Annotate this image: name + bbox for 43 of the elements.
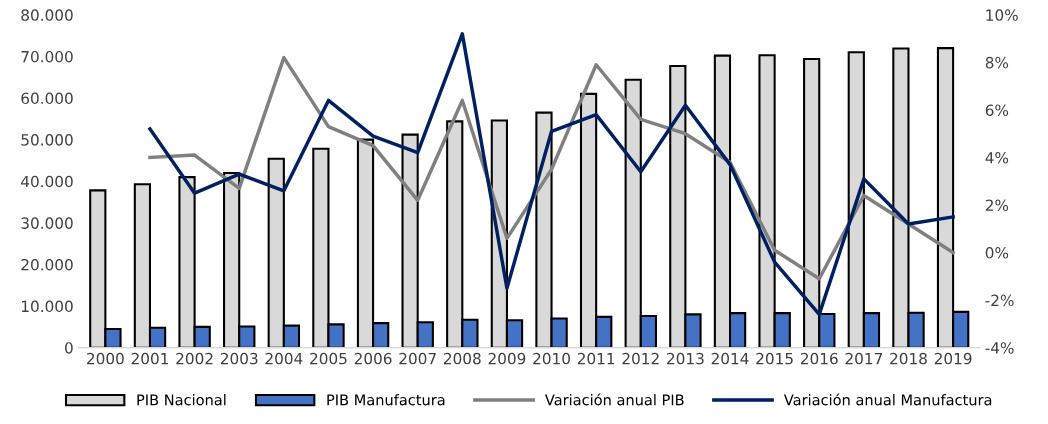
y-tick-label: 40.000 [21,175,73,188]
x-tick-label: 2000 [87,352,124,365]
line-series [148,32,955,317]
y2-tick-label: 4% [985,151,1009,164]
y2-tick-label: -2% [985,294,1014,307]
x-tick-label: 2002 [176,352,213,365]
x-tick-label: 2004 [265,352,303,365]
x-tick-label: 2015 [756,352,793,365]
y2-tick-label: 6% [985,104,1009,116]
x-tick-label: 2011 [577,352,615,365]
x-tick-label: 2003 [220,352,258,365]
x-tick-label: 2005 [310,352,347,365]
x-tick-label: 2006 [354,352,392,365]
x-tick-label: 2019 [934,352,972,365]
y-tick-label: 80.000 [21,9,73,21]
y-tick-label: 50.000 [21,134,73,146]
y2-tick-label: 10% [986,9,1018,21]
x-tick-label: 2008 [443,352,481,365]
y-tick-label: 30.000 [21,217,73,229]
x-tick-label: 2014 [711,352,749,365]
line-series [148,55,955,281]
x-tick-label: 2012 [622,352,659,365]
y-tick-label: 70.000 [21,50,73,63]
x-tick-label: 2010 [533,352,570,365]
y2-tick-label: 8% [985,56,1009,69]
x-tick-label: 2017 [845,352,883,365]
y-tick-label: 0 [65,342,73,354]
y2-tick-label: 0% [985,247,1009,259]
x-tick-label: 2001 [131,352,169,365]
legend-label: PIB Manufactura [327,394,445,406]
y-tick-label: 20.000 [21,258,73,271]
legend-label: Variación anual Manufactura [783,393,992,406]
y2-tick-label: -4% [985,342,1014,354]
x-tick-label: 2016 [800,352,838,365]
y-tick-label: 10.000 [21,300,73,313]
x-tick-label: 2007 [399,352,436,365]
y-tick-label: 60.000 [21,92,73,105]
x-tick-label: 2018 [890,352,927,365]
legend-label: PIB Nacional [137,394,226,406]
x-tick-label: 2009 [488,352,526,365]
x-tick-label: 2013 [667,352,704,365]
legend-label: Variación anual PIB [544,393,684,406]
y2-tick-label: 2% [985,199,1009,212]
